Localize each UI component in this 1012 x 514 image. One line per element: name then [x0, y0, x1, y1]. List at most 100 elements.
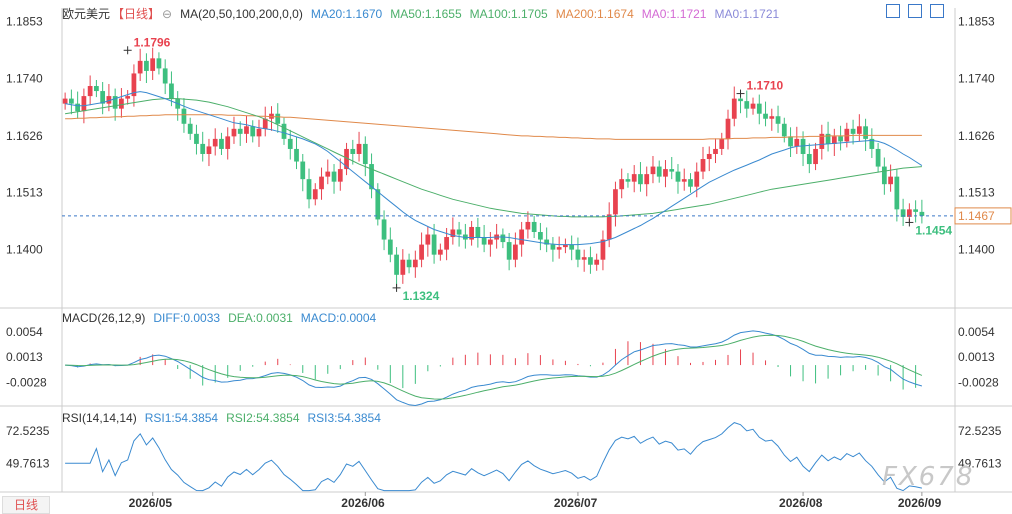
candle-body — [325, 171, 331, 177]
current-price-box — [954, 207, 1012, 225]
candle-body — [738, 98, 743, 102]
candle-body — [663, 169, 668, 177]
candle-body — [62, 98, 68, 104]
ma50-label: MA50:1.1655 — [390, 7, 462, 21]
candle-body — [469, 226, 474, 240]
candle-body — [913, 209, 918, 212]
macd-tick-right: -0.0028 — [958, 375, 999, 389]
candle-body — [425, 234, 431, 245]
macd-dea-line — [65, 334, 923, 400]
candle-body — [744, 101, 750, 109]
macd-tick-right: 0.0013 — [958, 350, 995, 364]
candle-body — [400, 259, 406, 275]
candle-body — [819, 133, 825, 149]
candle-body — [69, 98, 74, 104]
candle-body — [769, 116, 775, 119]
candle-body — [600, 239, 606, 260]
rsi3-label: RSI3:54.3854 — [307, 411, 381, 425]
candle-body — [531, 221, 537, 233]
candle-body — [412, 259, 418, 268]
candle-body — [725, 118, 731, 139]
macd-value: MACD:0.0004 — [300, 311, 377, 325]
main-legend: 欧元美元 【日线】 ⊖ MA(20,50,100,200,0,0) MA20:1.167… — [62, 5, 787, 22]
candle-body — [575, 249, 581, 260]
candle-body — [775, 116, 781, 124]
candle-body — [525, 221, 531, 230]
macd-tick-left: 0.0054 — [6, 325, 43, 339]
candle-body — [94, 86, 99, 92]
rsi-tick-right: 49.7613 — [958, 457, 1002, 471]
candle-body — [550, 244, 556, 250]
rsi1-label: RSI1:54.3854 — [144, 411, 219, 425]
rsi-legend: RSI(14,14,14) RSI1:54.3854 RSI2:54.3854 RSI… — [62, 411, 389, 425]
candle-body — [456, 229, 462, 235]
candle-body — [881, 166, 887, 185]
candle-body — [688, 179, 693, 187]
candle-body — [713, 148, 718, 154]
time-tick-label: 2026/08 — [779, 496, 823, 510]
candle-body — [487, 239, 493, 245]
price-tick-right: 1.1853 — [958, 15, 995, 29]
candle-body — [450, 229, 456, 238]
rsi-tick-right: 72.5235 — [958, 424, 1002, 438]
macd-diff: DIFF:0.0033 — [153, 311, 221, 325]
fullscreen-icon[interactable] — [930, 4, 944, 18]
period-label[interactable]: 【日线】 — [112, 7, 161, 21]
candle-body — [694, 171, 700, 187]
candle-body — [350, 148, 356, 154]
price-tick-right: 1.1513 — [958, 186, 995, 200]
macd-diff-line — [65, 330, 923, 407]
candle-body — [513, 244, 518, 260]
candle-body — [375, 189, 381, 220]
candle-body — [506, 242, 512, 260]
candle-body — [569, 244, 575, 250]
candle-body — [200, 143, 206, 154]
current-price-label: 1.1467 — [958, 209, 995, 223]
candle-body — [581, 257, 587, 260]
candle-body — [119, 98, 124, 109]
rsi-line — [65, 422, 923, 492]
ma20-label: MA20:1.1670 — [310, 7, 383, 21]
zoom-out-icon[interactable] — [908, 4, 922, 18]
candle-body — [431, 234, 437, 255]
candle-body — [650, 166, 656, 175]
candle-body — [231, 128, 237, 137]
candle-body — [169, 83, 174, 99]
candle-body — [75, 103, 81, 112]
candle-body — [800, 138, 806, 154]
candle-body — [731, 98, 737, 119]
candle-body — [106, 96, 112, 104]
candle-body — [763, 113, 768, 119]
candle-body — [225, 136, 231, 149]
candle-body — [156, 58, 162, 69]
candle-body — [369, 164, 374, 190]
candle-body — [356, 143, 362, 154]
candle-body — [331, 171, 337, 182]
candle-body — [256, 128, 262, 137]
zoom-in-icon[interactable] — [886, 4, 900, 18]
candle-body — [150, 58, 156, 71]
candle-body — [112, 96, 118, 109]
rsi2-label: RSI2:54.3854 — [226, 411, 300, 425]
candle-body — [788, 136, 793, 147]
candle-body — [131, 73, 137, 97]
candle-body — [844, 128, 850, 142]
time-tick-label: 2026/09 — [898, 496, 942, 510]
period-button[interactable]: 日线 — [2, 496, 50, 514]
candle-body — [838, 136, 843, 142]
macd-title: MACD(26,12,9) — [62, 311, 146, 325]
candle-body — [437, 249, 443, 255]
candle-body — [237, 128, 243, 134]
settings-icon[interactable]: ⊖ — [162, 7, 173, 21]
candle-body — [588, 257, 593, 265]
macd-tick-left: -0.0028 — [6, 375, 47, 389]
rsi-title: RSI(14,14,14) — [62, 411, 137, 425]
ma0-label-a: MA0:1.1721 — [641, 7, 707, 21]
candle-body — [831, 136, 837, 144]
candle-body — [244, 126, 249, 134]
candle-body — [563, 244, 568, 248]
price-tick-right: 1.1626 — [958, 129, 995, 143]
candle-body — [706, 153, 712, 160]
candle-body — [875, 148, 881, 167]
